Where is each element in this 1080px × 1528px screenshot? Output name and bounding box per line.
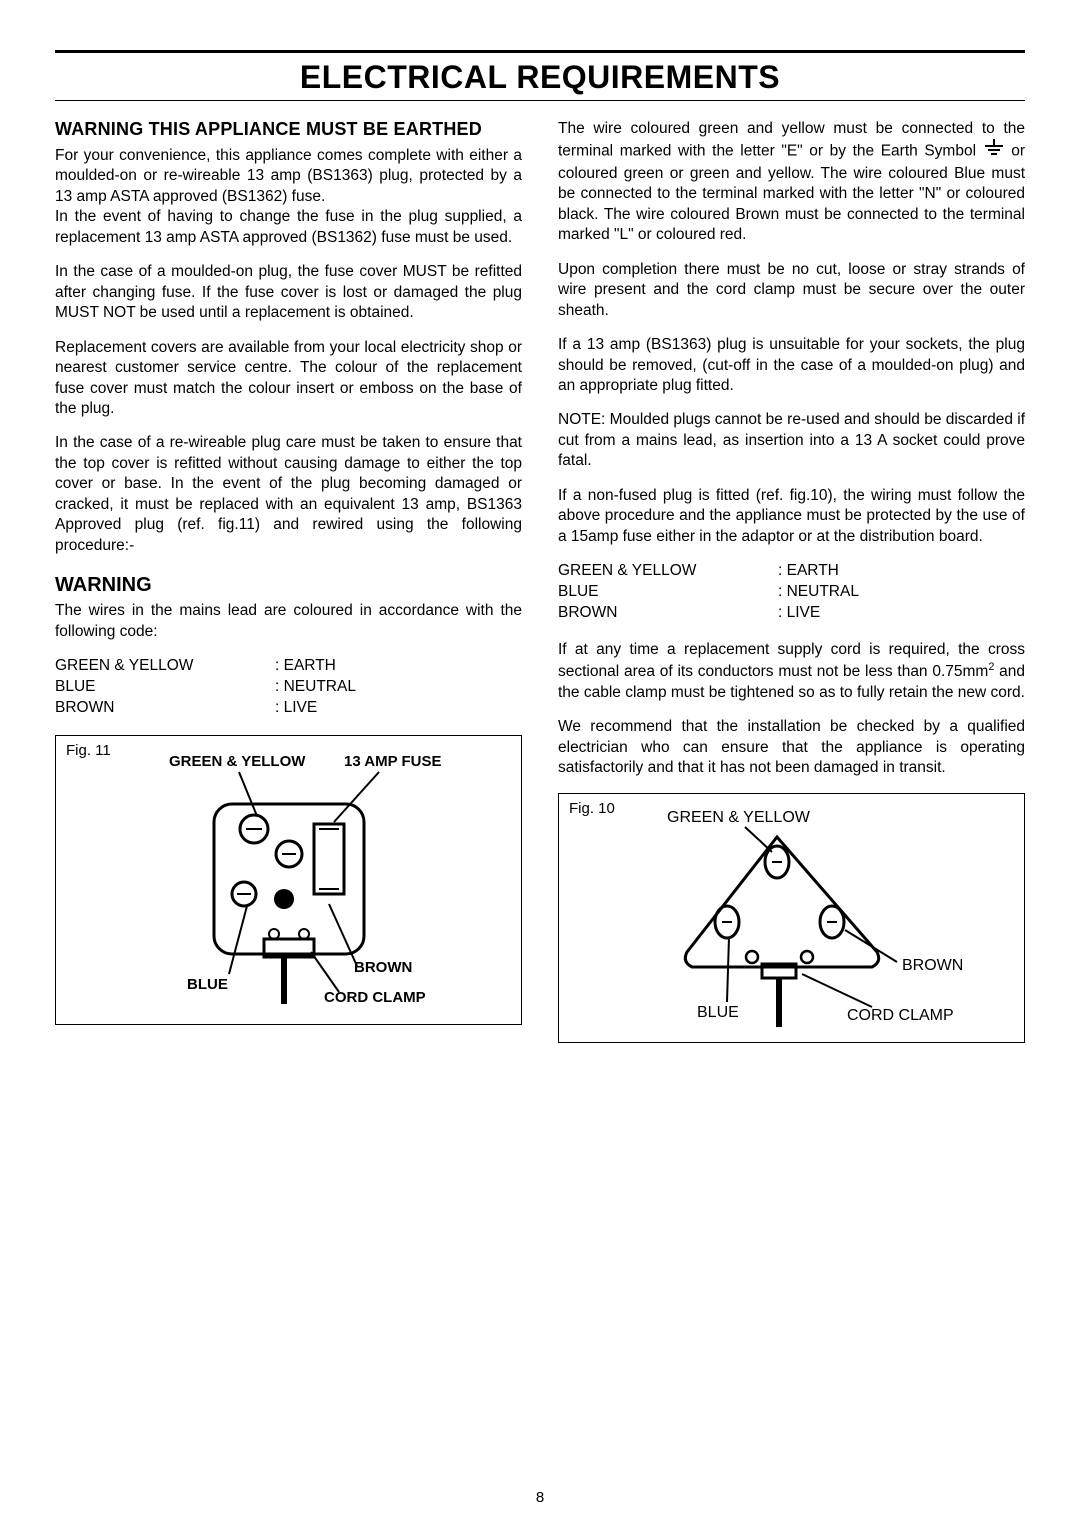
para: If a 13 amp (BS1363) plug is unsuitable … (558, 335, 1025, 396)
figure-10-svg: GREEN & YELLOW (577, 802, 1007, 1032)
warning-earthed-heading: WARNING THIS APPLIANCE MUST BE EARTHED (55, 119, 522, 140)
para: If a non-fused plug is fitted (ref. fig.… (558, 486, 1025, 547)
wire-colour: GREEN & YELLOW (55, 656, 275, 677)
top-rule (55, 50, 1025, 53)
para: In the case of a moulded-on plug, the fu… (55, 262, 522, 323)
figure-11-svg: GREEN & YELLOW 13 AMP FUSE (79, 744, 499, 1012)
text: The wire coloured green and yellow must … (558, 120, 1025, 160)
fig10-brown-label: BROWN (902, 957, 963, 974)
earth-symbol-icon (983, 139, 1005, 163)
wire-value: : NEUTRAL (275, 677, 522, 698)
wire-colour-table-right: GREEN & YELLOW : EARTH BLUE : NEUTRAL BR… (558, 561, 1025, 624)
fig11-cordclamp-label: CORD CLAMP (324, 989, 426, 1006)
page-number: 8 (0, 1489, 1080, 1506)
fig10-cordclamp-label: CORD CLAMP (847, 1007, 954, 1024)
para: In the case of a re-wireable plug care m… (55, 433, 522, 556)
wire-value: : EARTH (275, 656, 522, 677)
wire-colour: GREEN & YELLOW (558, 561, 778, 582)
page-title: ELECTRICAL REQUIREMENTS (55, 59, 1025, 96)
wire-value: : EARTH (778, 561, 1025, 582)
para: In the event of having to change the fus… (55, 207, 522, 248)
para: The wires in the mains lead are coloured… (55, 601, 522, 642)
para: If at any time a replacement supply cord… (558, 640, 1025, 704)
para: For your convenience, this appliance com… (55, 146, 522, 207)
figure-11-label: Fig. 11 (66, 742, 111, 759)
wire-colour-table-left: GREEN & YELLOW : EARTH BLUE : NEUTRAL BR… (55, 656, 522, 719)
wire-value: : NEUTRAL (778, 582, 1025, 603)
wire-value: : LIVE (275, 698, 522, 719)
fig10-blue-label: BLUE (697, 1004, 739, 1021)
para: The wire coloured green and yellow must … (558, 119, 1025, 246)
title-underline (55, 100, 1025, 101)
fig11-fuse-label: 13 AMP FUSE (344, 753, 442, 770)
para: NOTE: Moulded plugs cannot be re-used an… (558, 410, 1025, 471)
right-column: The wire coloured green and yellow must … (558, 119, 1025, 1043)
warning-heading: WARNING (55, 574, 522, 597)
fig11-blue-label: BLUE (187, 976, 228, 993)
left-column: WARNING THIS APPLIANCE MUST BE EARTHED F… (55, 119, 522, 1043)
two-column-layout: WARNING THIS APPLIANCE MUST BE EARTHED F… (55, 119, 1025, 1043)
para: Replacement covers are available from yo… (55, 338, 522, 420)
para: We recommend that the installation be ch… (558, 717, 1025, 778)
figure-10: Fig. 10 GREEN & YELLOW (558, 793, 1025, 1043)
figure-11: Fig. 11 GREEN & YELLOW 13 AMP FUSE (55, 735, 522, 1025)
figure-10-label: Fig. 10 (569, 800, 615, 817)
text: If at any time a replacement supply cord… (558, 641, 1025, 681)
wire-colour: BROWN (55, 698, 275, 719)
wire-value: : LIVE (778, 603, 1025, 624)
para: Upon completion there must be no cut, lo… (558, 260, 1025, 321)
wire-colour: BROWN (558, 603, 778, 624)
fig10-gy-label: GREEN & YELLOW (667, 809, 811, 826)
fig11-gy-label: GREEN & YELLOW (169, 753, 306, 770)
fig11-brown-label: BROWN (354, 959, 412, 976)
wire-colour: BLUE (55, 677, 275, 698)
wire-colour: BLUE (558, 582, 778, 603)
